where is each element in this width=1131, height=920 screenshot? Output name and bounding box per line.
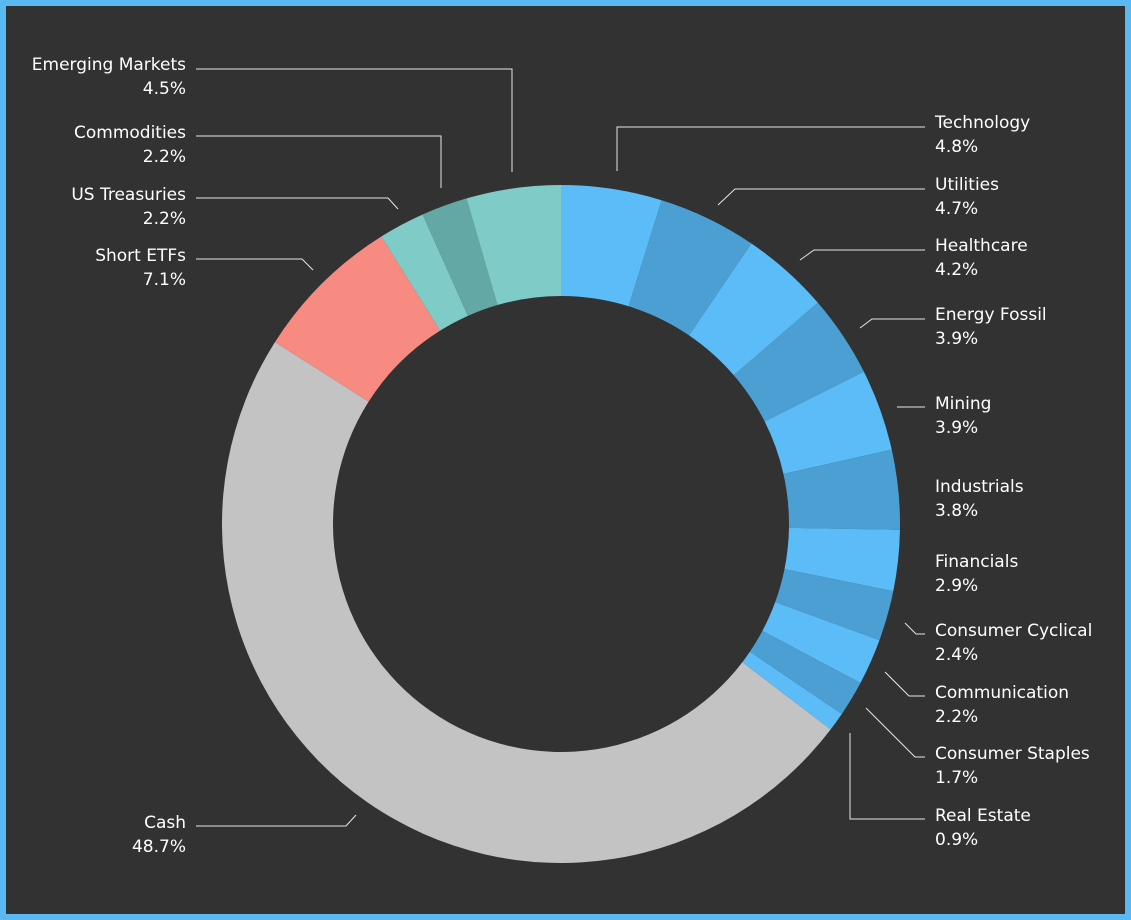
leader-line-consumer-cyclical: [904, 622, 925, 635]
label-us-treasuries: US Treasuries: [71, 185, 186, 205]
slice-healthcare[interactable]: [689, 243, 818, 376]
slice-cash[interactable]: [222, 342, 831, 863]
slice-technology[interactable]: [561, 185, 662, 307]
leader-line-cash: [196, 814, 357, 827]
slice-consumer-cyclical[interactable]: [775, 569, 894, 641]
label-commodities: Commodities: [74, 123, 186, 143]
value-healthcare: 4.2%: [935, 260, 978, 280]
leader-line-technology: [616, 126, 925, 171]
value-technology: 4.8%: [935, 137, 978, 157]
label-utilities: Utilities: [935, 175, 999, 195]
label-consumer-staples: Consumer Staples: [935, 744, 1090, 764]
label-real-estate: Real Estate: [935, 806, 1031, 826]
leader-line-short-etfs: [196, 258, 314, 271]
value-industrials: 3.8%: [935, 501, 978, 521]
leader-line-consumer-staples: [865, 707, 925, 758]
leader-line-us-treasuries: [196, 197, 399, 210]
label-emerging-markets: Emerging Markets: [32, 55, 186, 75]
slice-industrials[interactable]: [783, 449, 900, 530]
label-short-etfs: Short ETFs: [95, 246, 186, 266]
value-consumer-cyclical: 2.4%: [935, 645, 978, 665]
donut-slices: [222, 185, 900, 863]
label-financials: Financials: [935, 552, 1018, 572]
leader-line-healthcare: [799, 249, 925, 261]
leader-line-real-estate: [849, 733, 925, 820]
leader-line-emerging-markets: [196, 68, 513, 172]
label-technology: Technology: [934, 113, 1030, 133]
value-utilities: 4.7%: [935, 199, 978, 219]
slice-labels: Technology 4.8% Utilities 4.7% Healthcare 4.2…: [32, 55, 1093, 857]
label-mining: Mining: [935, 394, 991, 414]
value-communication: 2.2%: [935, 707, 978, 727]
slice-mining[interactable]: [764, 371, 892, 474]
value-energy-fossil: 3.9%: [935, 329, 978, 349]
leader-lines: [196, 68, 925, 827]
slice-energy-fossil[interactable]: [733, 302, 864, 422]
label-communication: Communication: [935, 683, 1069, 703]
leader-line-energy-fossil: [859, 318, 925, 329]
slice-short-etfs[interactable]: [274, 236, 441, 402]
value-commodities: 2.2%: [143, 147, 186, 167]
slice-us-treasuries[interactable]: [381, 214, 468, 331]
slice-real-estate[interactable]: [742, 651, 842, 730]
value-financials: 2.9%: [935, 576, 978, 596]
slice-utilities[interactable]: [628, 200, 752, 336]
value-us-treasuries: 2.2%: [143, 209, 186, 229]
label-cash: Cash: [144, 813, 186, 833]
slice-financials[interactable]: [784, 527, 900, 592]
value-consumer-staples: 1.7%: [935, 768, 978, 788]
leader-line-utilities: [717, 188, 925, 206]
slice-communication[interactable]: [762, 602, 880, 683]
value-real-estate: 0.9%: [935, 830, 978, 850]
value-short-etfs: 7.1%: [143, 270, 186, 290]
leader-line-communication: [884, 671, 925, 697]
value-cash: 48.7%: [132, 837, 186, 857]
label-healthcare: Healthcare: [935, 236, 1028, 256]
slice-emerging-markets[interactable]: [466, 185, 561, 306]
label-consumer-cyclical: Consumer Cyclical: [935, 621, 1092, 641]
leader-line-commodities: [196, 135, 442, 188]
value-emerging-markets: 4.5%: [143, 79, 186, 99]
slice-commodities[interactable]: [422, 198, 498, 316]
label-energy-fossil: Energy Fossil: [935, 305, 1047, 325]
slice-consumer-staples[interactable]: [749, 630, 861, 714]
value-mining: 3.9%: [935, 418, 978, 438]
label-industrials: Industrials: [935, 477, 1024, 497]
